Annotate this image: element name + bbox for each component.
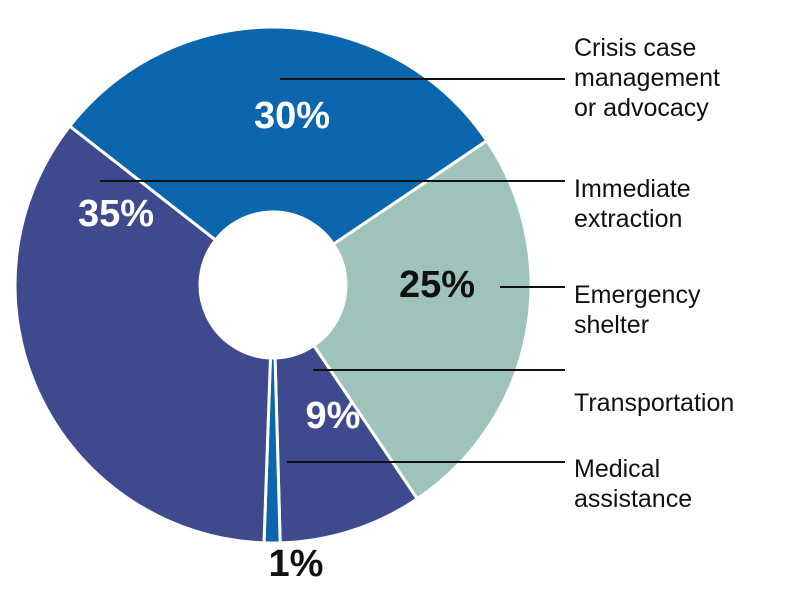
slices-group <box>13 25 533 545</box>
percent-label: 35% <box>78 193 154 235</box>
category-label: Transportation <box>574 389 734 417</box>
category-label: Crisis case management or advocacy <box>574 34 720 122</box>
slice-transportation <box>273 343 420 545</box>
percent-label: 9% <box>306 395 361 437</box>
category-label: Medical assistance <box>574 455 692 513</box>
slice-emergency-shelter <box>311 138 533 501</box>
percent-labels-group: 30% 25% 9% 1% 35% <box>78 95 475 585</box>
category-label: Immediate extraction <box>574 175 691 233</box>
percent-label: 1% <box>269 543 324 585</box>
slice-immediate-extraction <box>13 124 273 545</box>
category-label: Emergency shelter <box>574 281 701 339</box>
percent-label: 30% <box>254 95 330 137</box>
leader-lines-group <box>100 78 565 463</box>
category-labels-group: Crisis case management or advocacy Emergenc… <box>574 34 734 513</box>
percent-label: 25% <box>399 264 475 306</box>
